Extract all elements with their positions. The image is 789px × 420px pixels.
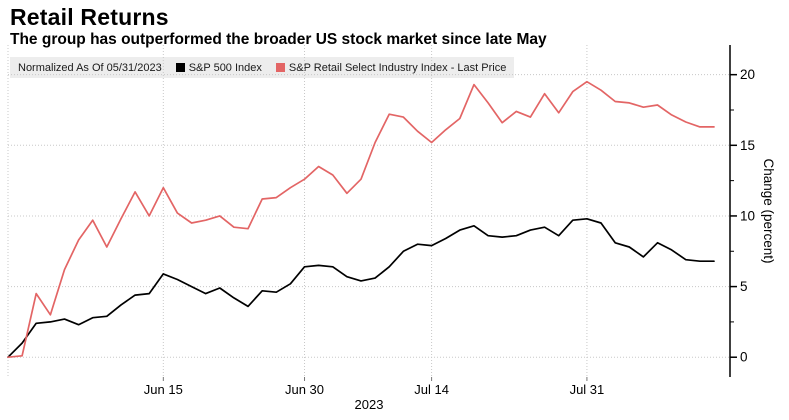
x-axis-year-label: 2023: [355, 397, 384, 412]
chart-legend: Normalized As Of 05/31/2023 S&P 500 Inde…: [10, 57, 515, 78]
sp500-line: [7, 217, 715, 359]
legend-label-retail-index: S&P Retail Select Industry Index - Last …: [288, 61, 507, 74]
y-tick-label: 0: [740, 350, 748, 365]
y-tick-label: 5: [740, 279, 748, 294]
x-tick-label: Jul 14: [414, 382, 449, 397]
retail-index-line: [7, 80, 715, 359]
page-title: Retail Returns: [10, 4, 169, 30]
page-subtitle: The group has outperformed the broader U…: [10, 31, 547, 48]
retail-index-swatch-icon: [275, 63, 285, 72]
x-tick-label: Jun 30: [285, 382, 324, 397]
legend-item-sp500: S&P 500 Index: [175, 61, 262, 74]
x-tick-label: Jun 15: [144, 382, 183, 397]
y-tick-label: 15: [740, 138, 755, 153]
y-tick-label: 10: [740, 208, 755, 223]
legend-label-sp500: S&P 500 Index: [188, 61, 262, 74]
legend-item-retail-index: S&P Retail Select Industry Index - Last …: [275, 61, 507, 74]
legend-note: Normalized As Of 05/31/2023: [18, 61, 162, 74]
sp500-swatch-icon: [175, 63, 185, 72]
x-tick-label: Jul 31: [570, 382, 605, 397]
y-tick-label: 20: [740, 67, 755, 82]
y-axis-title: Change (percent): [761, 158, 776, 263]
